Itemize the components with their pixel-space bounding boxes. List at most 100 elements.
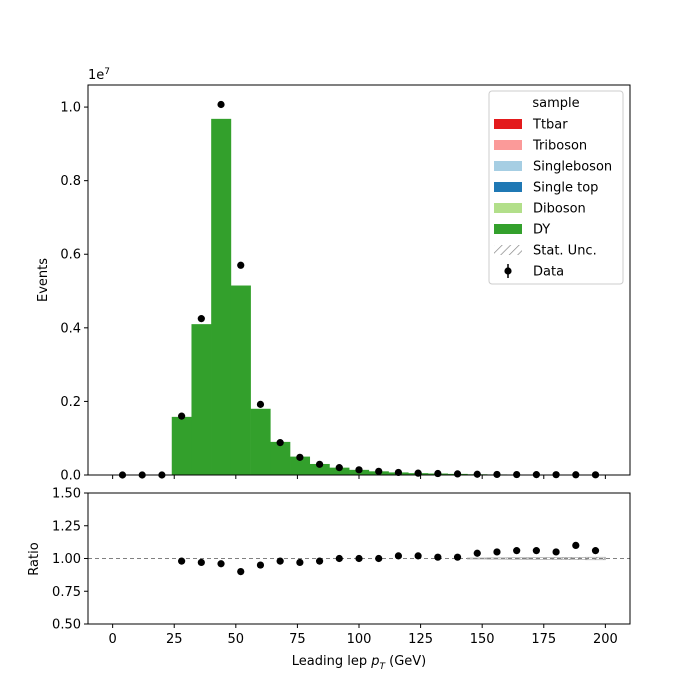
legend-swatch [494, 182, 522, 192]
x-axis-label: Leading lep pT (GeV) [292, 654, 426, 672]
ratio-uncertainty-bin [467, 557, 488, 560]
y-axis-label: Events [36, 258, 51, 302]
ratio-point [197, 558, 205, 567]
ratio-point [591, 547, 600, 555]
main-panel: 0.0 0.2 0.4 0.6 0.8 1.0 1e7 Events [36, 67, 631, 484]
ratio-point [375, 554, 383, 563]
histogram-bar [290, 456, 311, 475]
histogram-bar [191, 324, 212, 475]
ratio-point [335, 554, 343, 563]
ratio-uncertainty-bin [545, 557, 567, 560]
legend-entry: Diboson [494, 202, 586, 217]
histogram-bar [309, 463, 330, 475]
data-point [217, 100, 225, 109]
ratio-y-tick-label: 1.50 [52, 487, 81, 502]
legend-swatch [494, 140, 522, 150]
data-point [473, 470, 481, 478]
ratio-point [414, 552, 422, 560]
data-point [434, 469, 442, 478]
legend-label: Data [533, 265, 564, 280]
legend-entry: Single top [494, 181, 598, 196]
legend-label: Stat. Unc. [533, 244, 597, 259]
legend-swatch-hatch [494, 245, 522, 255]
legend-swatch [494, 224, 522, 234]
y-axis-offset-text: 1e7 [88, 67, 110, 83]
legend-marker [504, 267, 512, 275]
ratio-point [552, 548, 560, 556]
x-tick-label: 75 [289, 632, 306, 647]
data-point [237, 261, 245, 269]
y-tick-label: 0.4 [60, 321, 81, 336]
legend-swatch [494, 119, 522, 129]
data-point [296, 453, 304, 461]
legend-swatch [494, 161, 522, 171]
ratio-uncertainty-bin [585, 556, 606, 561]
data-point [197, 315, 205, 323]
ratio-point [256, 561, 265, 569]
legend-label: Diboson [533, 202, 586, 217]
data-point [256, 400, 265, 408]
data-point [453, 470, 462, 478]
ratio-point [572, 541, 580, 550]
ratio-uncertainty-band [467, 556, 606, 561]
legend: sample Ttbar Triboson Singleboson Single to… [488, 90, 624, 285]
ratio-point [276, 557, 284, 565]
legend-label: Single top [533, 181, 598, 196]
legend-label: Singleboson [533, 160, 612, 175]
legend-entry: Singleboson [494, 160, 612, 175]
ratio-panel: 0.50 0.75 1.00 1.25 1.50 0 25 50 75 100 125 150 175… [27, 487, 631, 672]
data-point [394, 468, 403, 477]
main-y-axis-ticks: 0.0 0.2 0.4 0.6 0.8 1.0 [60, 101, 88, 484]
histogram-bar [329, 467, 350, 475]
ratio-y-axis-ticks: 0.50 0.75 1.00 1.25 1.50 [52, 487, 88, 633]
ratio-point [315, 557, 324, 565]
ratio-point [217, 560, 225, 568]
legend-entry: DY [494, 223, 550, 238]
y-tick-label: 0.2 [60, 395, 81, 410]
x-tick-label: 50 [228, 632, 245, 647]
ratio-uncertainty-bin [486, 557, 508, 560]
data-point [375, 467, 383, 475]
legend-frame [488, 90, 624, 285]
ratio-y-tick-label: 1.25 [52, 519, 81, 534]
data-point [493, 470, 501, 479]
ratio-point [296, 558, 304, 567]
x-tick-label: 175 [531, 632, 556, 647]
ratio-point [237, 568, 245, 576]
data-point [315, 460, 324, 468]
histogram-bar [230, 285, 251, 475]
main-x-axis-ticks [112, 475, 606, 479]
legend-title: sample [532, 96, 579, 111]
data-point [355, 466, 363, 474]
ratio-y-axis-label: Ratio [27, 542, 42, 575]
data-point [276, 439, 284, 447]
data-point [178, 412, 186, 420]
data-point [335, 464, 343, 472]
legend-label: DY [533, 223, 550, 238]
y-tick-label: 0.0 [60, 469, 81, 484]
legend-label: Ttbar [532, 118, 568, 133]
histogram-bar [211, 118, 232, 475]
ratio-point [453, 553, 462, 561]
legend-entry: Stat. Unc. [494, 244, 597, 259]
x-tick-label: 0 [108, 632, 116, 647]
ratio-points [178, 541, 600, 576]
ratio-point [178, 557, 186, 565]
ratio-point [513, 547, 521, 555]
ratio-uncertainty-bin [506, 557, 527, 560]
ratio-point [434, 553, 442, 561]
legend-entry: Ttbar [494, 118, 568, 133]
x-tick-label: 125 [408, 632, 433, 647]
histogram-bar [250, 408, 271, 475]
ratio-y-tick-label: 0.75 [52, 585, 81, 600]
histogram-bar [171, 416, 192, 475]
ratio-point [355, 554, 363, 563]
x-tick-label: 150 [470, 632, 495, 647]
legend-entries: Ttbar Triboson Singleboson Single top Diboso… [494, 118, 612, 280]
histogram-bar [270, 441, 291, 475]
x-tick-label: 100 [347, 632, 372, 647]
x-tick-label: 200 [593, 632, 618, 647]
ratio-y-tick-label: 1.00 [52, 552, 81, 567]
ratio-x-axis-ticks: 0 25 50 75 100 125 150 175 200 [108, 624, 618, 647]
